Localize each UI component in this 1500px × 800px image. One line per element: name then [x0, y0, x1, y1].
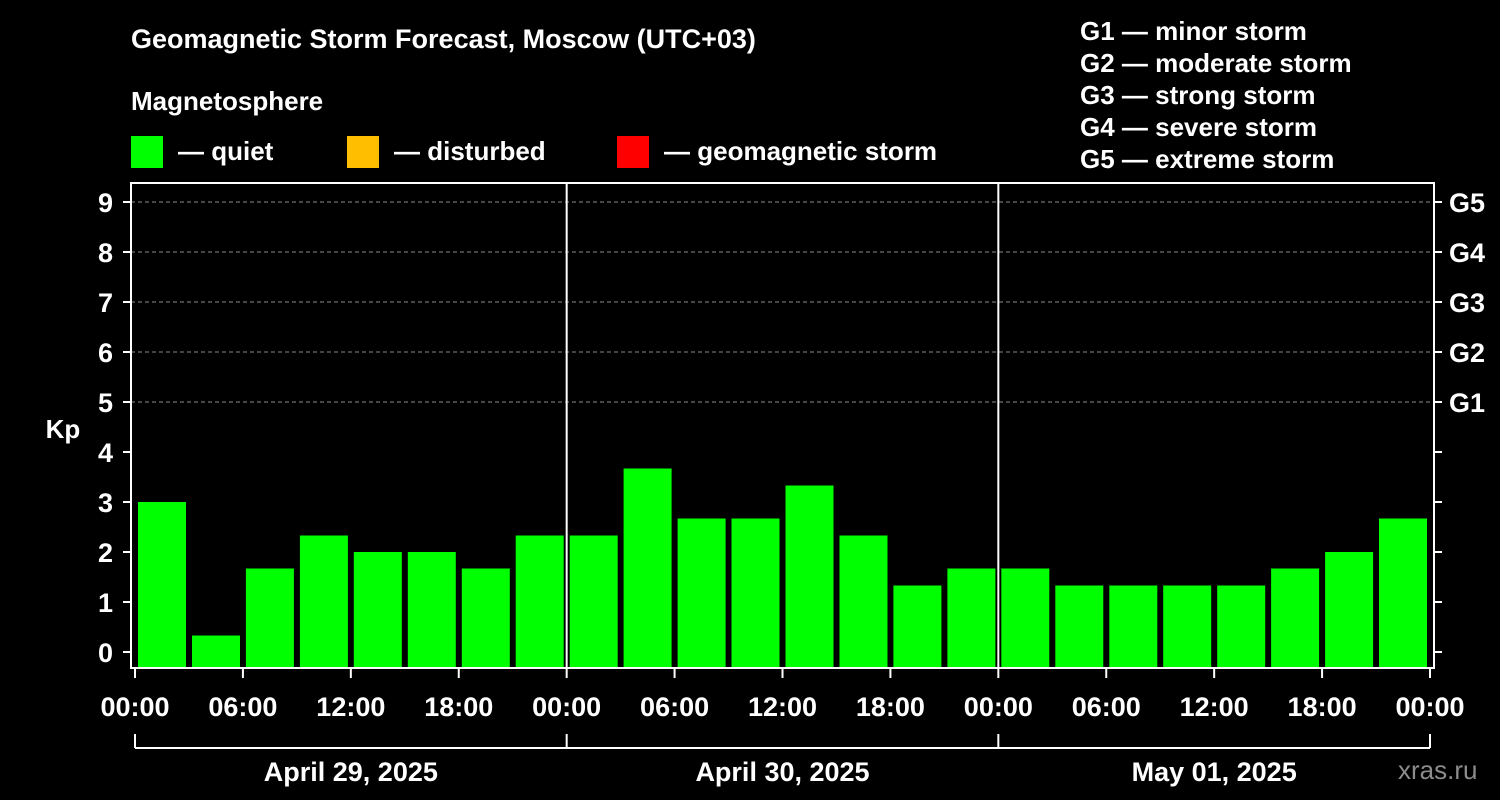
x-tick-label: 06:00: [208, 692, 277, 722]
bars-group: [138, 468, 1427, 668]
day-label: April 30, 2025: [695, 757, 869, 787]
y-tick-label: 7: [98, 288, 113, 318]
x-tick-label: 00:00: [1395, 692, 1464, 722]
g-level-label: G3: [1449, 288, 1485, 318]
x-tick-label: 18:00: [856, 692, 925, 722]
kp-bar: [138, 502, 186, 668]
legend-label-quiet: — quiet: [178, 136, 274, 166]
kp-bar: [1325, 552, 1374, 668]
y-tick-label: 1: [98, 588, 113, 618]
grid-lines: [131, 201, 1434, 403]
x-tick-label: 00:00: [532, 692, 601, 722]
kp-bar: [785, 485, 834, 668]
kp-bar: [245, 568, 294, 668]
y-axis-label: Kp: [46, 414, 81, 444]
x-tick-label: 18:00: [424, 692, 493, 722]
y-tick-label: 0: [98, 638, 113, 668]
g-scale-g4: G4 — severe storm: [1080, 112, 1318, 142]
y-tick-label: 5: [98, 388, 113, 418]
legend-swatch-storm: [617, 136, 649, 168]
kp-bar: [1163, 585, 1212, 668]
g-scale-legend: G1 — minor storm G2 — moderate storm G3 …: [1080, 15, 1352, 175]
x-tick-label: 00:00: [964, 692, 1033, 722]
axes-group: 0 1 2 3 4 5 6 7 8 9 G1 G2 G3 G4 G5 00:00 06:00 12:00 18:00…: [98, 188, 1485, 787]
day-label: May 01, 2025: [1132, 757, 1297, 787]
g-scale-g3: G3 — strong storm: [1080, 80, 1316, 110]
x-tick-label: 12:00: [748, 692, 817, 722]
legend-swatch-quiet: [131, 136, 163, 168]
g-scale-g5: G5 — extreme storm: [1080, 144, 1335, 174]
x-tick-label: 12:00: [1180, 692, 1249, 722]
g-level-label: G5: [1449, 188, 1485, 218]
x-tick-label: 18:00: [1288, 692, 1357, 722]
day-label: April 29, 2025: [264, 757, 438, 787]
kp-bar: [1109, 585, 1158, 668]
kp-bar: [1217, 585, 1266, 668]
y-tick-label: 6: [98, 338, 113, 368]
y-tick-label: 4: [98, 438, 113, 468]
kp-bar: [1271, 568, 1320, 668]
kp-bar: [1379, 518, 1427, 668]
kp-bar: [623, 468, 672, 668]
g-level-label: G4: [1449, 238, 1485, 268]
watermark: xras.ru: [1398, 755, 1478, 785]
x-tick-label: 06:00: [1072, 692, 1141, 722]
kp-bar: [515, 535, 564, 668]
y-tick-label: 2: [98, 538, 113, 568]
kp-bar: [407, 552, 456, 668]
kp-bar: [731, 518, 780, 668]
x-tick-label: 06:00: [640, 692, 709, 722]
chart-title: Geomagnetic Storm Forecast, Moscow (UTC+…: [131, 24, 756, 54]
legend-label-disturbed: — disturbed: [394, 136, 546, 166]
kp-bar: [893, 585, 942, 668]
kp-bar: [1001, 568, 1050, 668]
kp-bar: [1055, 585, 1104, 668]
legend-label-storm: — geomagnetic storm: [664, 136, 938, 166]
kp-bar: [677, 518, 726, 668]
x-tick-label: 00:00: [100, 692, 169, 722]
kp-bar: [192, 635, 240, 668]
kp-bar: [569, 535, 618, 668]
g-scale-g2: G2 — moderate storm: [1080, 48, 1352, 78]
g-scale-g1: G1 — minor storm: [1080, 16, 1307, 46]
kp-bar: [839, 535, 888, 668]
kp-bar: [947, 568, 996, 668]
g-level-label: G1: [1449, 388, 1485, 418]
kp-bar: [461, 568, 510, 668]
x-tick-label: 12:00: [316, 692, 385, 722]
y-tick-label: 9: [98, 188, 113, 218]
magnetosphere-title: Magnetosphere: [131, 86, 324, 116]
g-level-label: G2: [1449, 338, 1485, 368]
y-tick-label: 8: [98, 238, 113, 268]
y-tick-label: 3: [98, 488, 113, 518]
kp-bar: [299, 535, 348, 668]
legend-swatch-disturbed: [347, 136, 379, 168]
kp-bar: [353, 552, 402, 668]
